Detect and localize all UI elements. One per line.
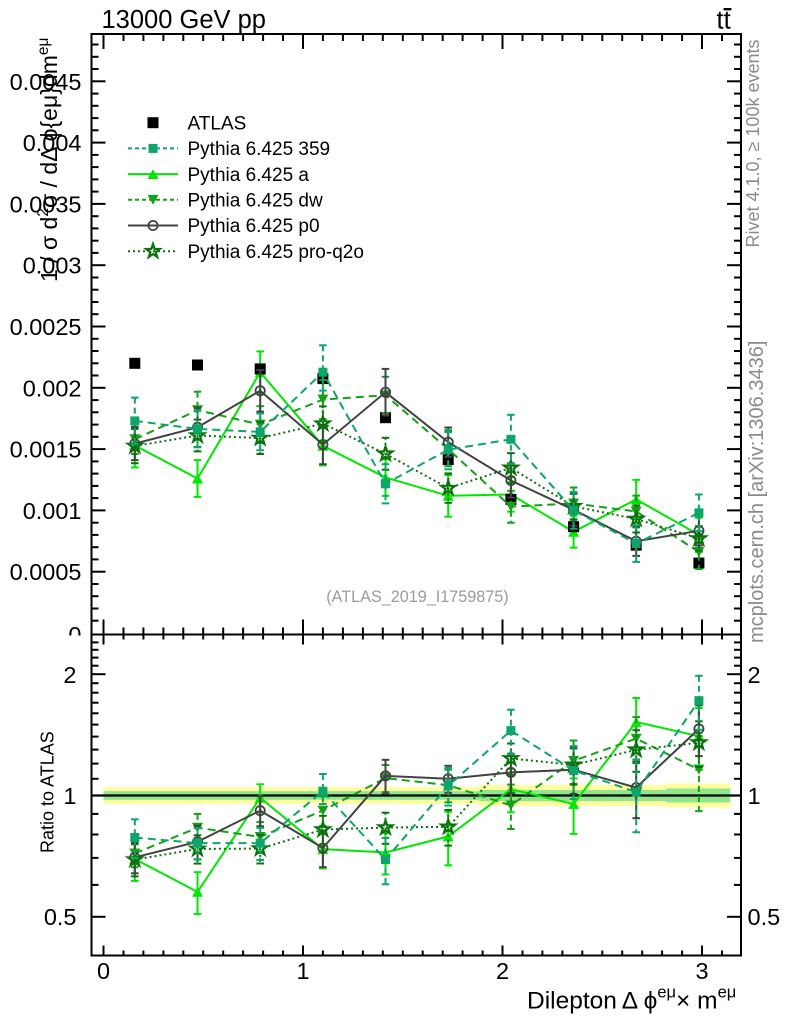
svg-text:0.001: 0.001 bbox=[23, 498, 82, 524]
svg-text:tt: tt bbox=[717, 7, 731, 35]
svg-text:Rivet 4.1.0, ≥ 100k events: Rivet 4.1.0, ≥ 100k events bbox=[743, 40, 763, 248]
svg-text:0.0025: 0.0025 bbox=[10, 314, 82, 340]
svg-text:Pythia 6.425 pro-q2o: Pythia 6.425 pro-q2o bbox=[188, 242, 364, 263]
svg-text:0: 0 bbox=[68, 622, 81, 648]
svg-text:Pythia 6.425 dw: Pythia 6.425 dw bbox=[188, 191, 323, 212]
svg-text:0.5: 0.5 bbox=[748, 904, 781, 930]
svg-text:13000 GeV pp: 13000 GeV pp bbox=[102, 6, 266, 34]
svg-text:0.004: 0.004 bbox=[23, 130, 82, 156]
svg-text:Pythia 6.425 359: Pythia 6.425 359 bbox=[188, 139, 331, 160]
svg-text:1 / σ d2σ / dΔ ϕ{eμ}dmeμ: 1 / σ d2σ / dΔ ϕ{eμ}dmeμ bbox=[35, 38, 62, 282]
svg-text:Ratio to ATLAS: Ratio to ATLAS bbox=[38, 731, 58, 853]
svg-text:2: 2 bbox=[496, 958, 509, 984]
svg-text:3: 3 bbox=[695, 958, 708, 984]
svg-text:0.5: 0.5 bbox=[44, 904, 77, 930]
svg-text:0.0005: 0.0005 bbox=[10, 559, 82, 585]
svg-text:1: 1 bbox=[748, 783, 761, 809]
svg-text:ATLAS: ATLAS bbox=[188, 113, 247, 134]
svg-text:mcplots.cern.ch [arXiv:1306.34: mcplots.cern.ch [arXiv:1306.3436] bbox=[746, 341, 768, 643]
svg-text:2: 2 bbox=[748, 662, 761, 688]
svg-text:(ATLAS_2019_I1759875): (ATLAS_2019_I1759875) bbox=[326, 588, 508, 606]
svg-text:0.0045: 0.0045 bbox=[10, 69, 82, 95]
svg-text:Pythia 6.425 p0: Pythia 6.425 p0 bbox=[188, 216, 320, 237]
svg-text:Dilepton Δ ϕeμ× meμ: Dilepton Δ ϕeμ× meμ bbox=[527, 984, 736, 1015]
svg-text:0.002: 0.002 bbox=[23, 375, 82, 401]
svg-text:0.003: 0.003 bbox=[23, 253, 82, 279]
svg-text:0.0035: 0.0035 bbox=[10, 191, 82, 217]
svg-text:0.0015: 0.0015 bbox=[10, 437, 82, 463]
svg-text:1: 1 bbox=[296, 958, 309, 984]
svg-text:0: 0 bbox=[97, 958, 110, 984]
svg-text:Pythia 6.425 a: Pythia 6.425 a bbox=[188, 165, 310, 186]
svg-text:2: 2 bbox=[63, 662, 76, 688]
svg-text:1: 1 bbox=[63, 783, 76, 809]
